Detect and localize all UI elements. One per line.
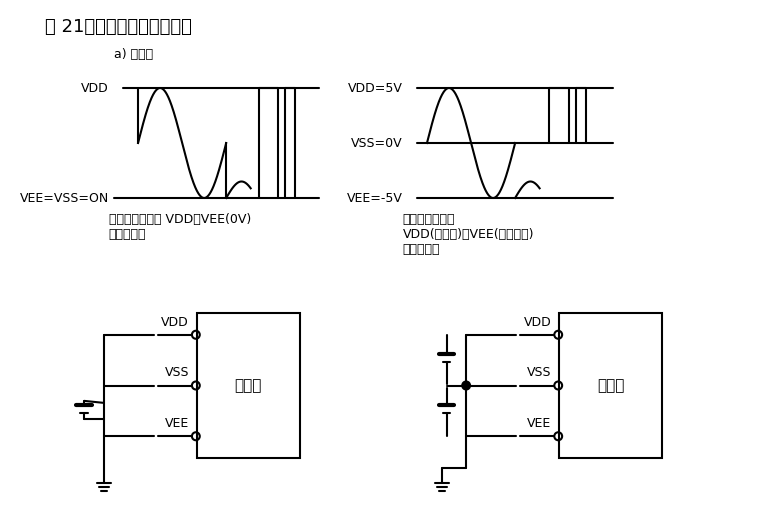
Text: アナログ信号は
VDD(プラス)～VEE(マイナス)
の間を扱う: アナログ信号は VDD(プラス)～VEE(マイナス) の間を扱う [402,213,534,256]
Text: VDD: VDD [161,316,189,329]
Text: VEE: VEE [527,418,551,430]
Bar [559,313,662,458]
Text: 図 21　電源供給と信号制御: 図 21 電源供給と信号制御 [45,18,192,36]
Text: VSS: VSS [527,367,551,380]
Bar [197,313,300,458]
Text: VDD=5V: VDD=5V [348,81,402,94]
Text: VSS: VSS [165,367,189,380]
Text: VDD: VDD [524,316,551,329]
Text: VEE=-5V: VEE=-5V [347,192,402,205]
Text: アナログ信号は VDD～VEE(0V)
の間を扱う: アナログ信号は VDD～VEE(0V) の間を扱う [109,213,251,241]
Text: 電源部: 電源部 [597,378,625,393]
Circle shape [462,381,470,390]
Text: VSS=0V: VSS=0V [351,137,402,150]
Text: VEE=VSS=ON: VEE=VSS=ON [20,192,109,205]
Text: VDD: VDD [81,81,109,94]
Text: 電源部: 電源部 [235,378,262,393]
Text: a) 単電源: a) 単電源 [114,48,153,61]
Text: VEE: VEE [165,418,189,430]
